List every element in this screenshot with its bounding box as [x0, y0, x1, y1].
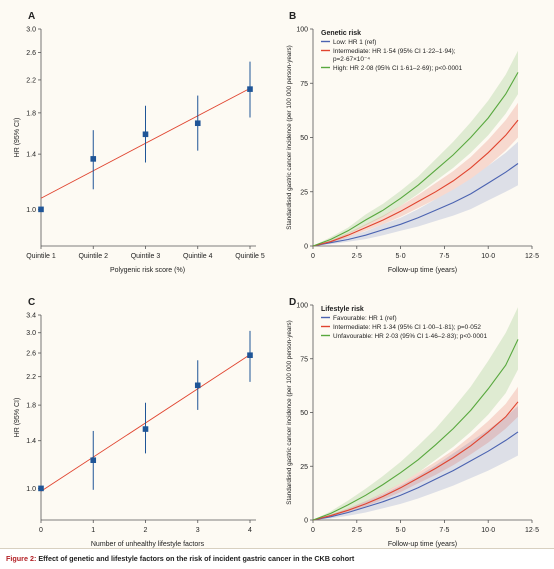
legend-label: Low: HR 1 (ref)	[333, 39, 376, 46]
y-tick-label: 2.6	[26, 351, 36, 358]
y-tick-label: 50	[300, 410, 308, 417]
y-tick-label: 25	[300, 189, 308, 196]
x-axis-title: Polygenic risk score (%)	[110, 267, 185, 274]
y-tick-label: 3.4	[26, 313, 36, 320]
y-axis-title: Standardised gastric cancer incidence (p…	[286, 320, 293, 504]
x-tick-label: 2	[144, 527, 148, 534]
x-axis-title: Follow-up time (years)	[388, 267, 457, 274]
legend-label: p=2·67×10⁻⁴	[333, 56, 370, 63]
hr-point	[90, 156, 97, 162]
y-tick-label: 1.4	[26, 438, 36, 445]
panel-b: B 0 25 50 75 100 0 2·5 5·0 7·5 10·0 12·5 Follow-up t…	[286, 11, 539, 274]
legend-label: Intermediate: HR 1·54 (95% CI 1·22–1·94)…	[333, 48, 456, 55]
panel-label-c: C	[28, 297, 35, 308]
figure-caption: Figure 2: Effect of genetic and lifestyl…	[6, 554, 551, 563]
x-tick-label: Quintile 5	[235, 253, 265, 260]
y-tick-label: 0	[304, 244, 308, 251]
series-line-high	[312, 339, 519, 521]
x-axis-title: Follow-up time (years)	[388, 541, 457, 548]
ci-band-high	[313, 307, 518, 520]
x-axis-title: Number of unhealthy lifestyle factors	[91, 541, 205, 548]
panel-label-d: D	[289, 297, 296, 308]
caption-divider	[0, 548, 554, 549]
y-tick-label: 75	[300, 356, 308, 363]
y-axis-title: HR (95% CI)	[14, 118, 21, 158]
hr-point	[38, 206, 44, 213]
y-tick-label: 1.4	[26, 152, 36, 159]
x-tick-label: Quintile 2	[78, 253, 108, 260]
legend-label: Unfavourable: HR 2·03 (95% CI 1·46–2·83)…	[333, 333, 487, 340]
ci-band-low	[313, 406, 518, 520]
y-tick-label: 2.6	[26, 50, 36, 57]
x-tick-label: 5·0	[396, 253, 406, 260]
legend-label: Favourable: HR 1 (ref)	[333, 315, 397, 322]
x-tick-label: 7·5	[439, 253, 449, 260]
panel-c: C 1.0 1.4 1.8 2.2 2.6 3.0 3.4 0 1 2 3 4 Number of unh…	[14, 297, 256, 548]
ci-band-low	[313, 141, 518, 246]
x-tick-label: 12·5	[525, 253, 539, 260]
x-tick-label: 2·5	[352, 253, 362, 260]
y-tick-label: 1.0	[26, 486, 36, 493]
caption-prefix: Figure 2:	[6, 554, 37, 563]
y-tick-label: 1.8	[26, 110, 36, 117]
y-tick-label: 0	[304, 518, 308, 525]
hr-point	[194, 382, 201, 389]
y-tick-label: 1.8	[26, 403, 36, 410]
y-tick-label: 25	[300, 464, 308, 471]
panel-label-a: A	[28, 11, 35, 22]
series-line-intermediate	[312, 401, 519, 521]
x-tick-label: Quintile 4	[183, 253, 213, 260]
x-tick-label: 12·5	[525, 527, 539, 534]
caption-text: Effect of genetic and lifestyle factors …	[38, 554, 355, 563]
x-tick-label: 7·5	[439, 527, 449, 534]
y-tick-label: 50	[300, 135, 308, 142]
y-axis-title: HR (95% CI)	[14, 398, 21, 438]
figure: A 1.0 1.4 1.8 2.2 2.6 3.0 Quintile 1 Quintile 2 Q…	[0, 0, 554, 548]
series-line-intermediate	[312, 119, 519, 247]
y-tick-label: 100	[296, 27, 308, 34]
legend-label: Intermediate: HR 1·34 (95% CI 1·00–1·81)…	[333, 324, 481, 331]
x-tick-label: 0	[311, 527, 315, 534]
legend-title: Lifestyle risk	[321, 306, 364, 313]
x-tick-label: 10·0	[481, 527, 495, 534]
x-tick-label: 2·5	[352, 527, 362, 534]
x-tick-label: 0	[39, 527, 43, 534]
panel-label-b: B	[289, 11, 296, 22]
y-tick-label: 3.0	[26, 330, 36, 337]
hr-point	[194, 120, 201, 127]
series-line-low	[312, 163, 519, 247]
figure-svg: A 1.0 1.4 1.8 2.2 2.6 3.0 Quintile 1 Quintile 2 Q…	[14, 11, 539, 548]
panel-a: A 1.0 1.4 1.8 2.2 2.6 3.0 Quintile 1 Quintile 2 Q…	[14, 11, 265, 274]
legend-label: High: HR 2·08 (95% CI 1·61–2·69); p<0·00…	[333, 65, 463, 72]
series-line-high	[312, 72, 519, 247]
y-tick-label: 2.2	[26, 374, 36, 381]
x-tick-label: 4	[248, 527, 252, 534]
x-tick-label: Quintile 1	[26, 253, 56, 260]
x-tick-label: 5·0	[396, 527, 406, 534]
y-axis-title: Standardised gastric cancer incidence (p…	[286, 45, 293, 229]
legend-title: Genetic risk	[321, 30, 361, 37]
hr-point	[142, 131, 149, 138]
x-tick-label: Quintile 3	[131, 253, 161, 260]
x-tick-label: 10·0	[481, 253, 495, 260]
x-tick-label: 0	[311, 253, 315, 260]
hr-point	[142, 426, 149, 432]
y-tick-label: 1.0	[26, 207, 36, 214]
hr-point	[247, 86, 253, 92]
panel-d: D 0 25 50 75 100 0 2·5 5·0 7·5 10·0 12·5 Follow-up t…	[286, 297, 539, 548]
y-tick-label: 2.2	[26, 77, 36, 84]
y-tick-label: 75	[300, 81, 308, 88]
hr-point	[90, 457, 97, 464]
hr-point	[247, 352, 253, 359]
x-tick-label: 1	[91, 527, 95, 534]
series-line-low	[312, 431, 519, 521]
x-tick-label: 3	[196, 527, 200, 534]
y-tick-label: 100	[296, 303, 308, 310]
y-tick-label: 3.0	[26, 27, 36, 34]
hr-point	[38, 485, 44, 492]
